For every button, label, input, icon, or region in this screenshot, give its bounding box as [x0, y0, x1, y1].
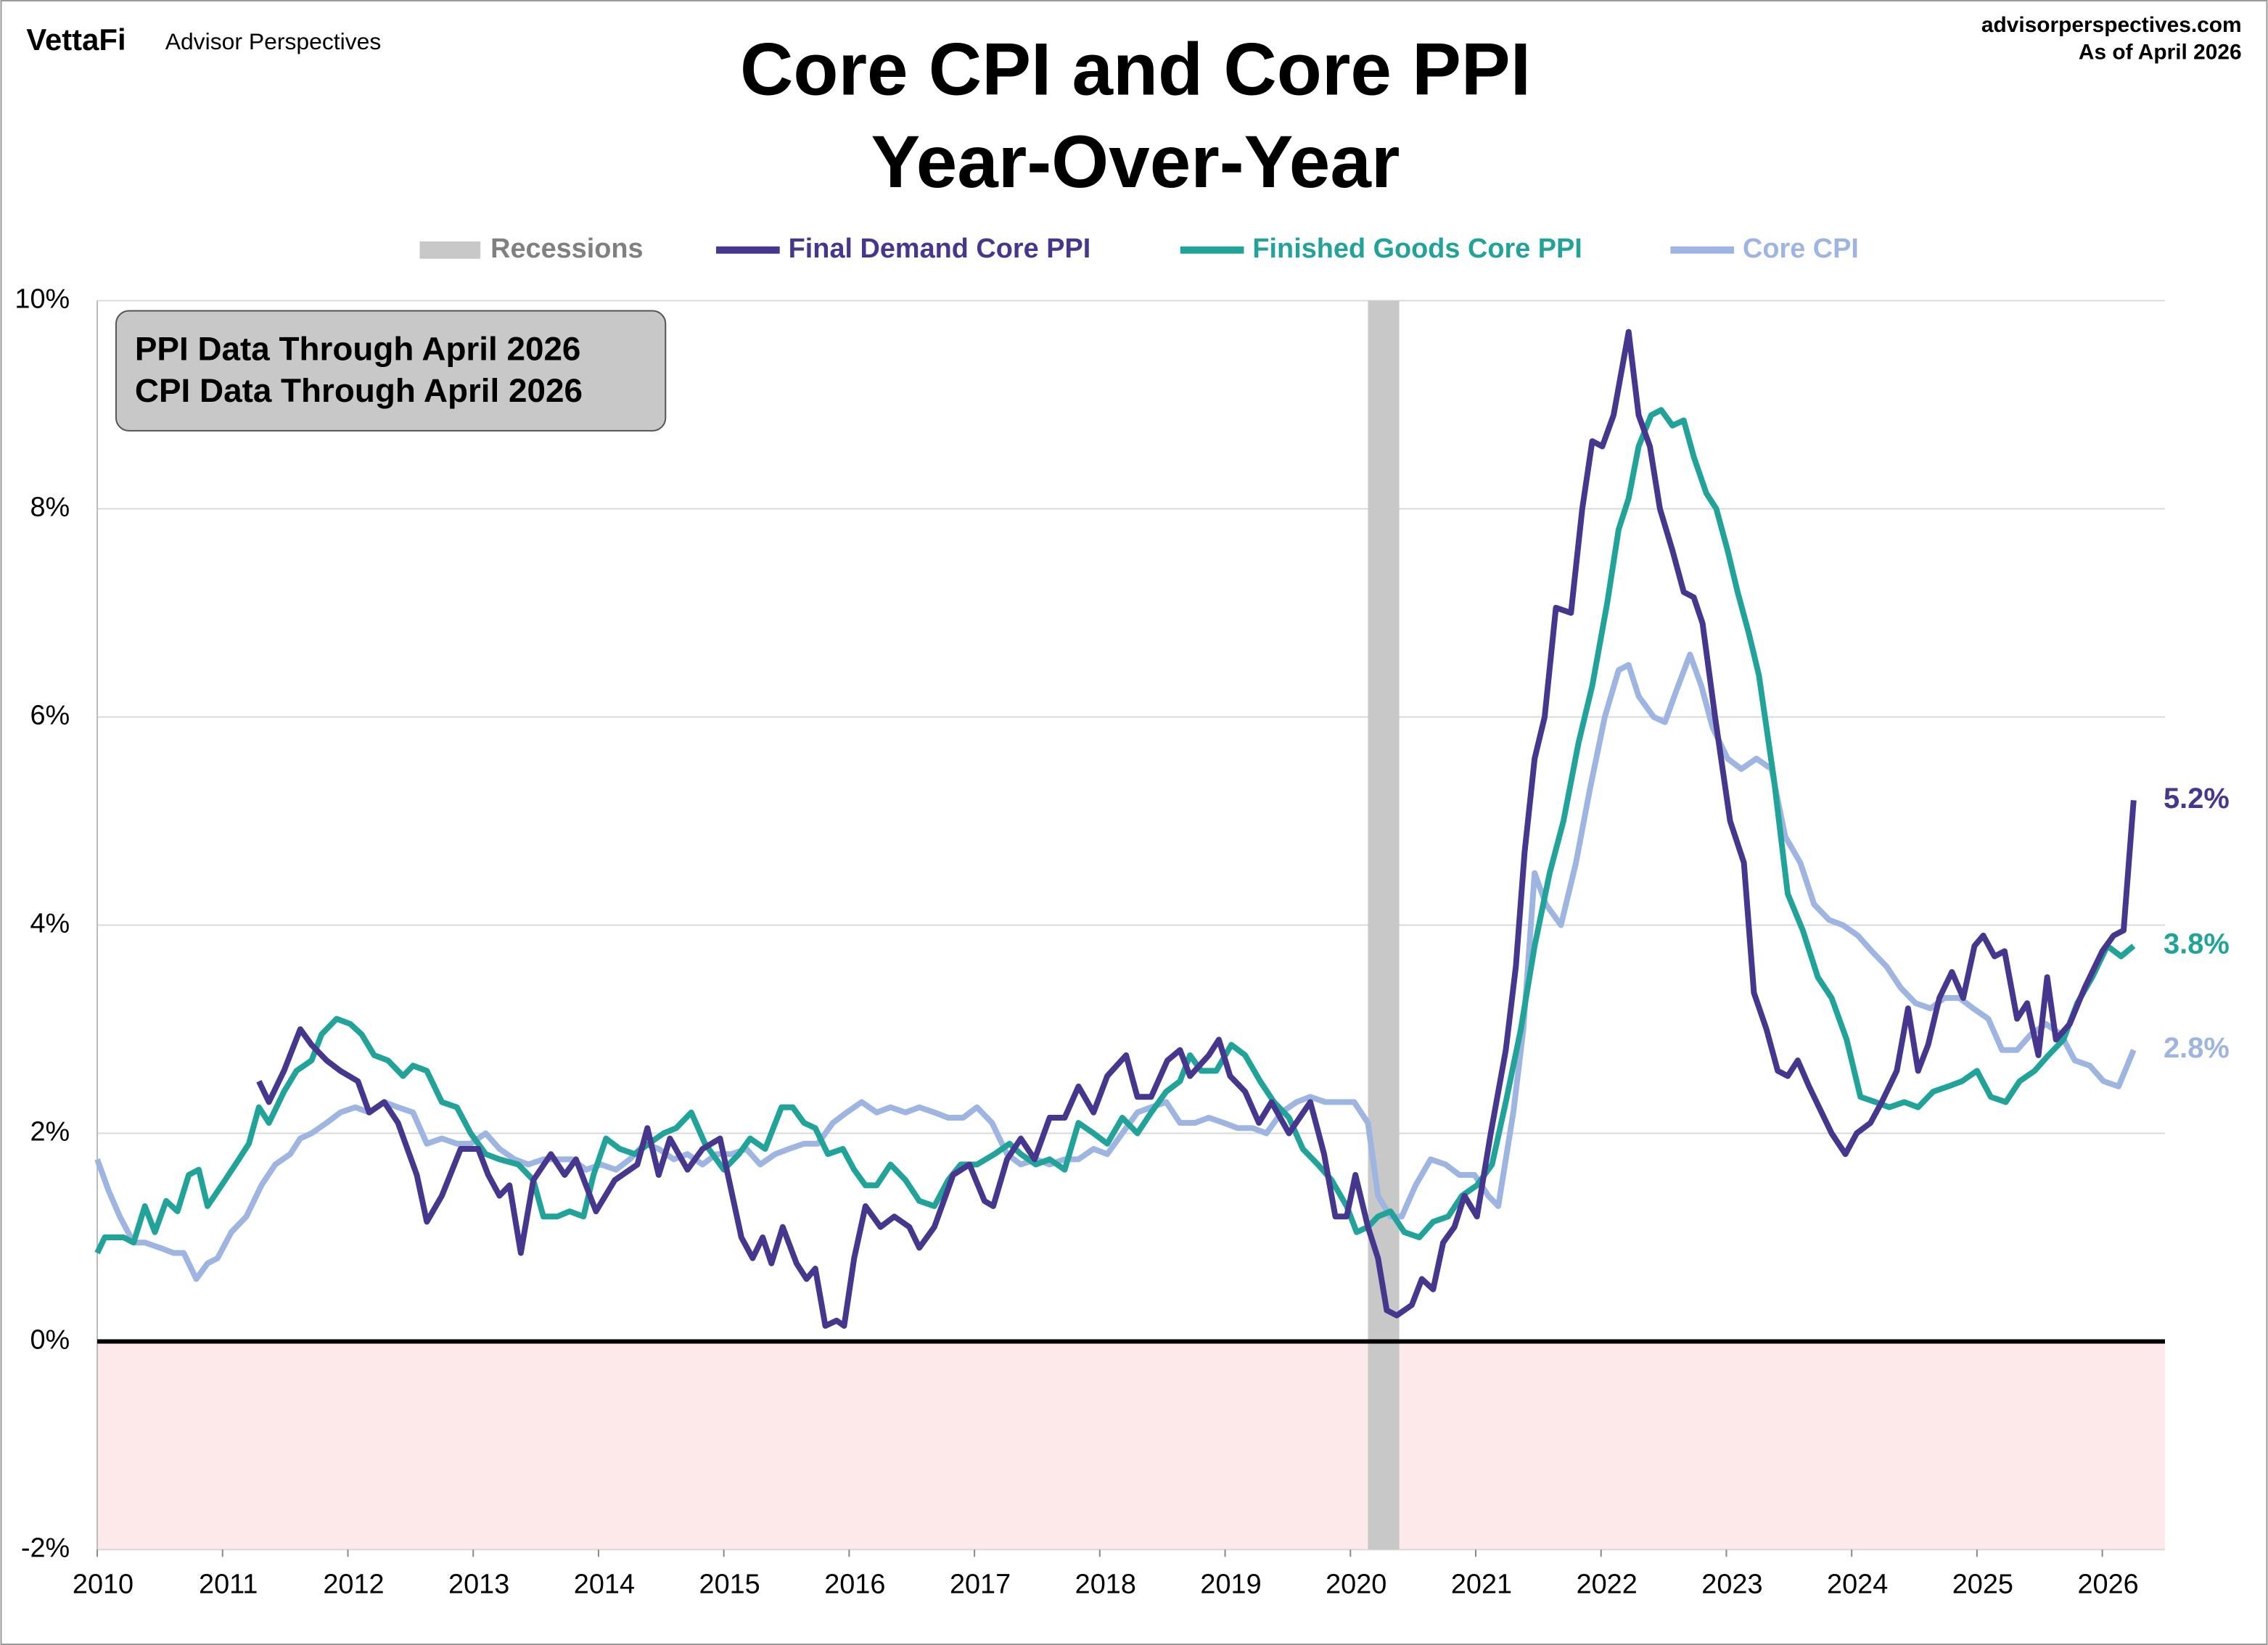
brand: VettaFi	[26, 22, 126, 57]
x-tick-label: 2024	[1827, 1569, 1888, 1599]
x-tick-label: 2010	[73, 1569, 133, 1599]
chart-title: Core CPI and Core PPI	[740, 28, 1531, 110]
plot-area: -2% 0% 2% 4% 6% 8% 10% 2010 2011 2012 2013 2014 2015…	[15, 284, 2229, 1600]
x-tick-label: 2016	[824, 1569, 885, 1599]
x-tick-label: 2014	[574, 1569, 635, 1599]
x-tick-label: 2013	[448, 1569, 509, 1599]
negative-region	[97, 1341, 2165, 1550]
x-tick-label: 2019	[1200, 1569, 1261, 1599]
annotation-box	[115, 310, 667, 432]
site: advisorperspectives.com	[1981, 13, 2242, 37]
end-label: 2.8%	[2164, 1032, 2230, 1064]
x-tick-label: 2015	[699, 1569, 760, 1599]
y-tick-label: 10%	[15, 284, 70, 315]
as-of: As of April 2026	[2079, 41, 2242, 65]
y-tick-label: 8%	[30, 492, 70, 523]
annotation: CPI Data Through April 2026	[135, 372, 583, 409]
y-tick-label: 0%	[30, 1324, 70, 1355]
legend-label: Core CPI	[1743, 234, 1859, 264]
x-tick-label: 2012	[323, 1569, 384, 1599]
x-tick-label: 2026	[2077, 1569, 2138, 1599]
x-tick-label: 2021	[1451, 1569, 1512, 1599]
x-tick-label: 2011	[199, 1569, 258, 1599]
legend-label: Final Demand Core PPI	[789, 234, 1091, 264]
end-label: 3.8%	[2164, 928, 2230, 960]
legend-label: Finished Goods Core PPI	[1252, 234, 1582, 264]
x-tick-label: 2025	[1952, 1569, 2013, 1599]
annotation: PPI Data Through April 2026	[135, 330, 581, 367]
chart-title: Year-Over-Year	[871, 120, 1400, 203]
x-tick-label: 2018	[1075, 1569, 1136, 1599]
y-tick-label: -2%	[21, 1533, 70, 1563]
recession-band	[1368, 300, 1400, 1550]
x-tick-label: 2023	[1701, 1569, 1762, 1599]
y-tick-label: 2%	[30, 1116, 70, 1147]
end-label: 5.2%	[2164, 783, 2230, 815]
legend-swatch	[419, 241, 481, 259]
brand-sub: Advisor Perspectives	[165, 28, 382, 54]
x-tick-label: 2017	[950, 1569, 1011, 1599]
series-line	[94, 407, 2136, 1255]
y-tick-label: 4%	[30, 909, 70, 939]
y-tick-label: 6%	[30, 701, 70, 731]
x-tick-label: 2020	[1326, 1569, 1386, 1599]
series-line	[256, 329, 2137, 1329]
legend-label: Recessions	[490, 234, 643, 264]
x-tick-label: 2022	[1577, 1569, 1638, 1599]
